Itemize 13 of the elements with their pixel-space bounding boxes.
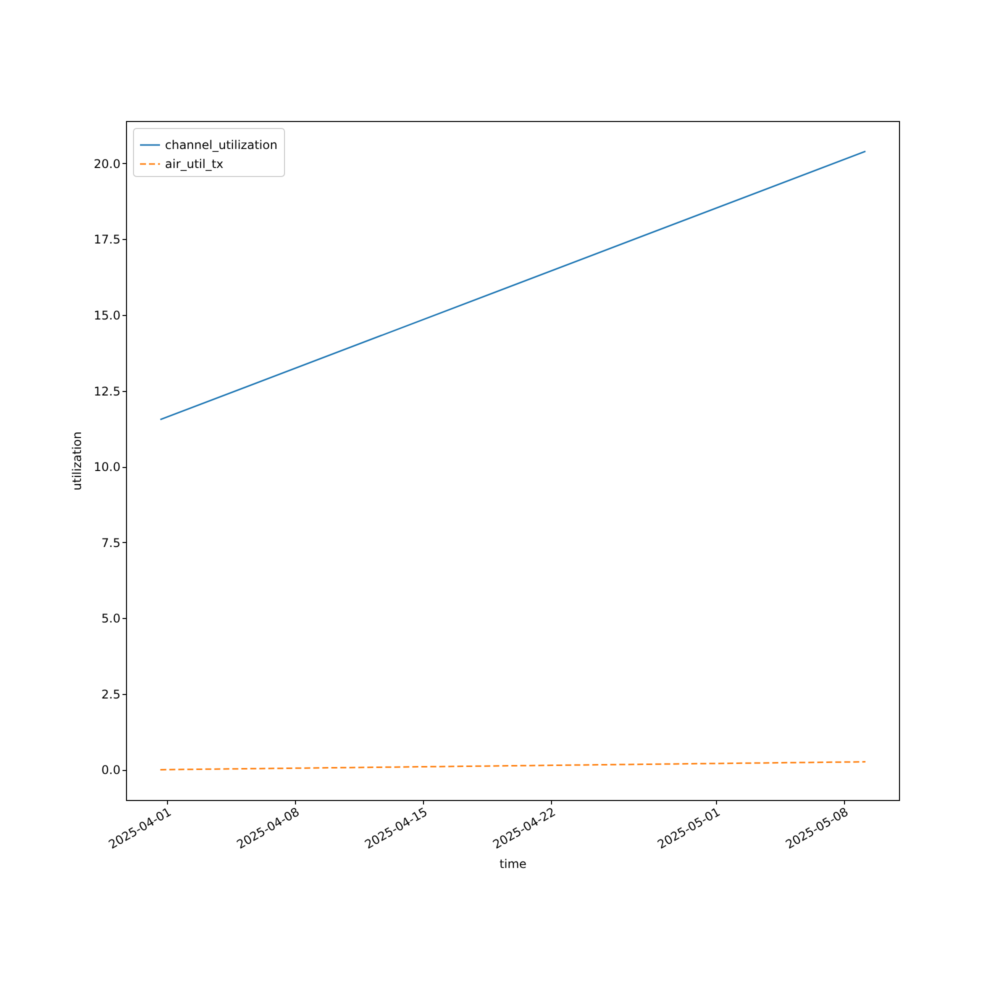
y-tick-label: 0.0 (101, 763, 120, 778)
x-axis-title: time (499, 856, 527, 871)
y-tick-label: 10.0 (94, 460, 120, 474)
legend-label: channel_utilization (165, 138, 278, 152)
legend-label: air_util_tx (165, 157, 224, 171)
y-tick-label: 2.5 (101, 687, 120, 702)
y-tick-label: 20.0 (94, 156, 120, 171)
y-tick-label: 5.0 (101, 612, 120, 626)
y-tick-label: 15.0 (94, 308, 120, 322)
y-tick-label: 12.5 (94, 384, 120, 398)
y-tick-label: 17.5 (94, 232, 120, 247)
y-tick-label: 7.5 (101, 536, 120, 550)
y-axis-title: utilization (70, 432, 84, 490)
